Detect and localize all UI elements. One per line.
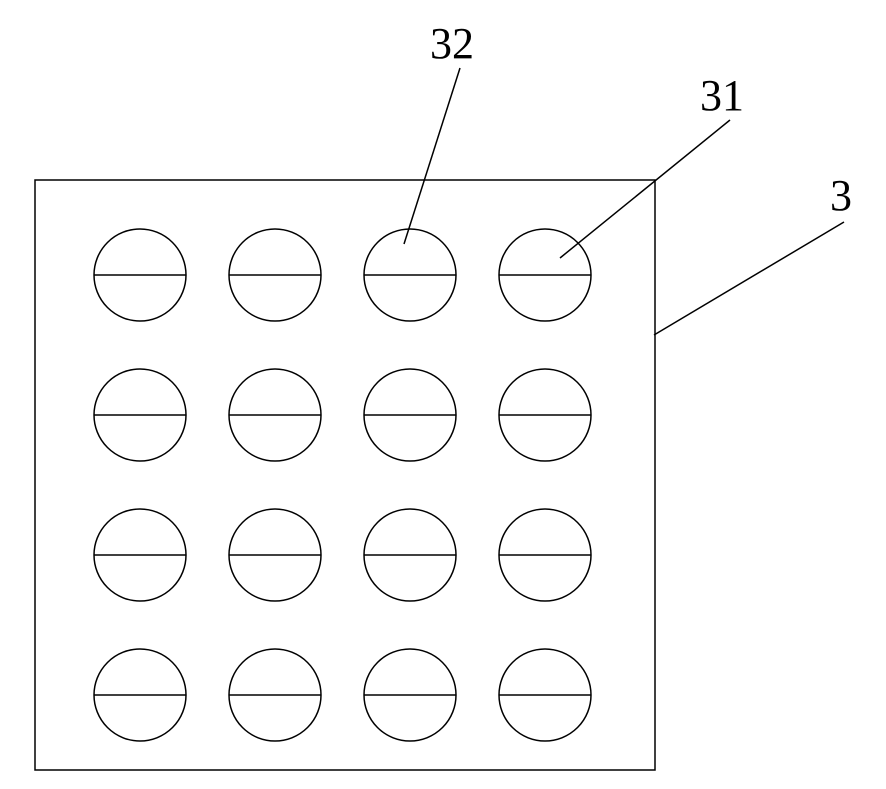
- label-31: 31: [700, 71, 744, 120]
- label-31-leader: [560, 120, 730, 258]
- hole-cell: [229, 649, 321, 741]
- hole-cell: [94, 229, 186, 321]
- label-32: 32: [430, 19, 474, 68]
- hole-cell: [499, 369, 591, 461]
- technical-diagram: 32 31 3: [0, 0, 886, 789]
- hole-cell: [364, 369, 456, 461]
- label-3-leader: [654, 222, 844, 335]
- hole-cell: [94, 369, 186, 461]
- hole-cell: [229, 509, 321, 601]
- hole-cell: [499, 649, 591, 741]
- hole-cell: [94, 649, 186, 741]
- label-32-leader: [404, 68, 460, 244]
- label-3: 3: [830, 171, 852, 220]
- hole-cell: [499, 229, 591, 321]
- main-rect: [35, 180, 655, 770]
- hole-cell: [364, 649, 456, 741]
- hole-cell: [499, 509, 591, 601]
- hole-cell: [229, 229, 321, 321]
- hole-cell: [364, 509, 456, 601]
- hole-cell: [364, 229, 456, 321]
- hole-cell: [229, 369, 321, 461]
- hole-cell: [94, 509, 186, 601]
